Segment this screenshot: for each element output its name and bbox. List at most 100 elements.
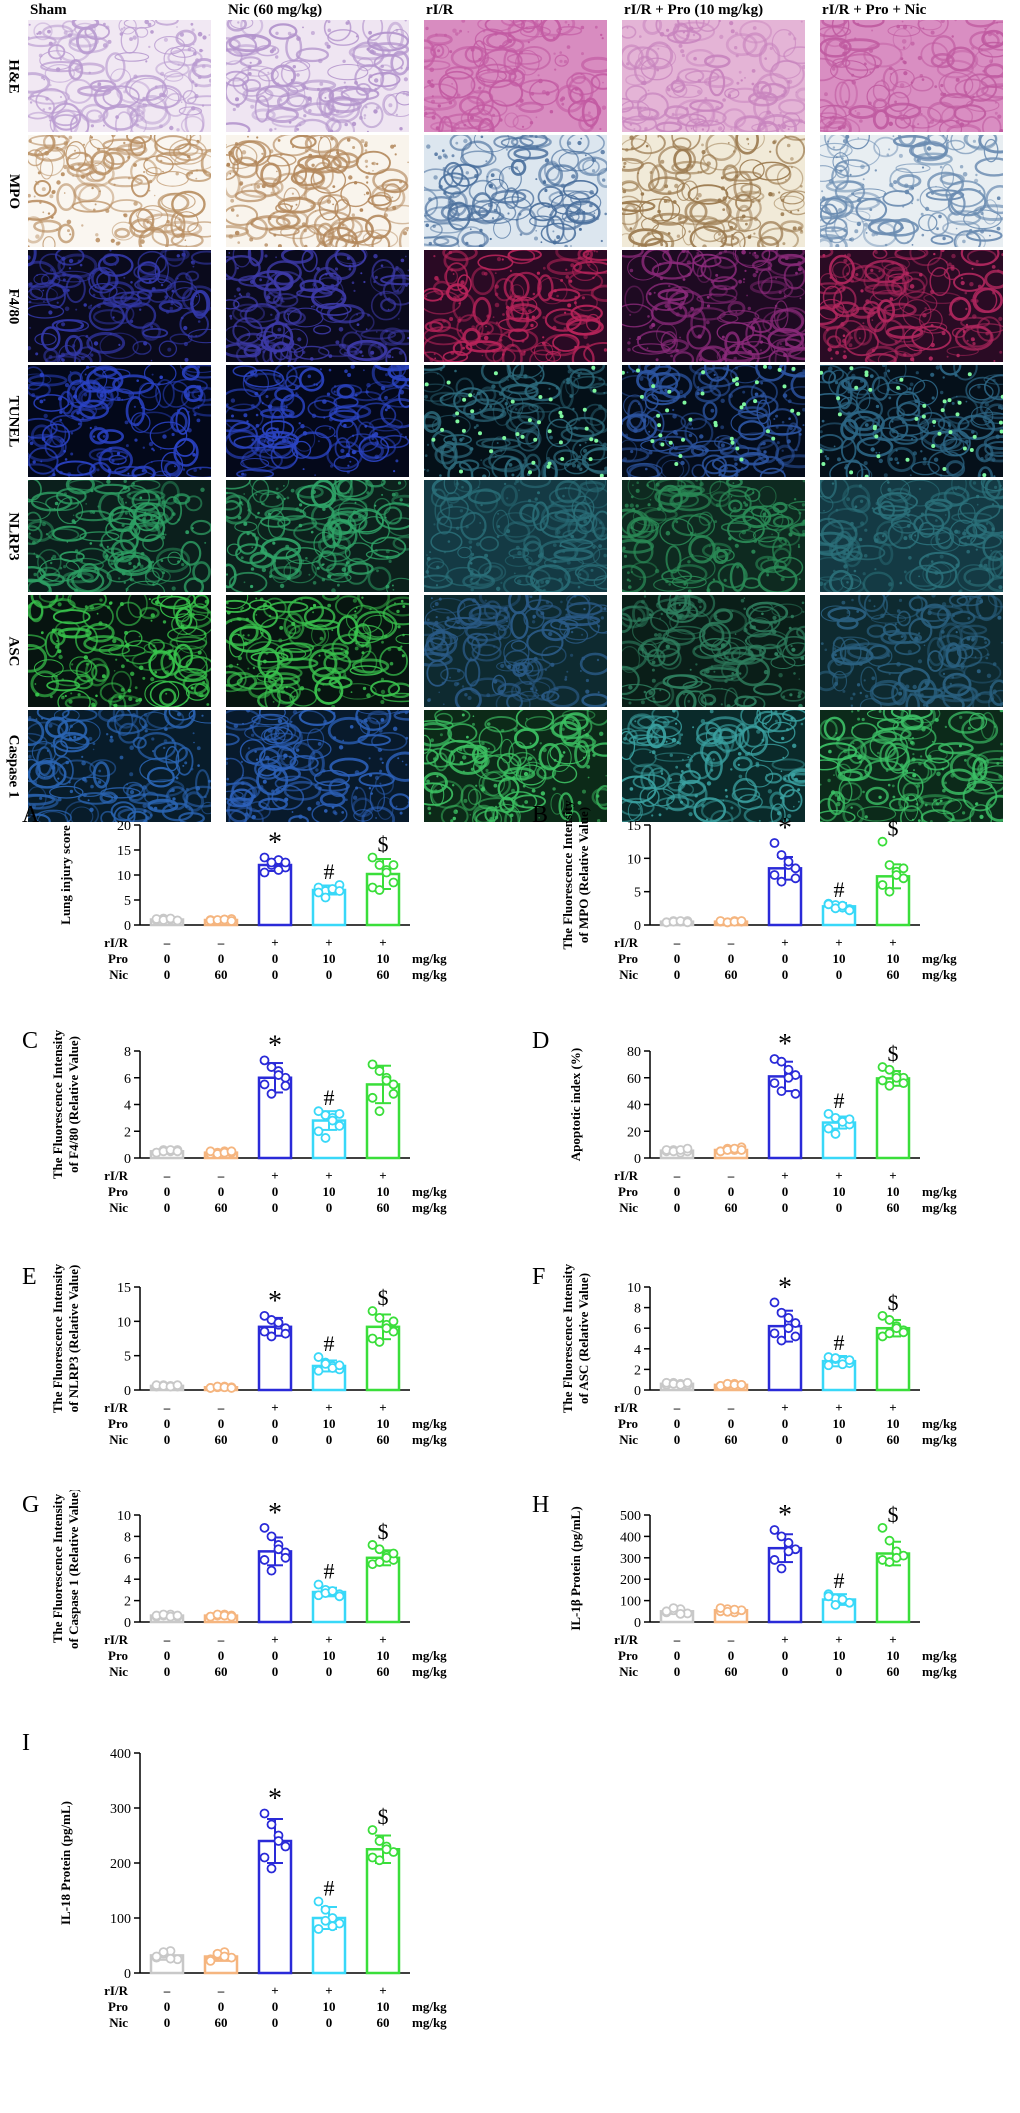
data-point: [226, 916, 237, 926]
condition-value: 0: [782, 1432, 789, 1447]
significance-marker: *: [778, 1500, 792, 1531]
condition-value: –: [163, 1632, 171, 1647]
condition-value: 10: [833, 1184, 846, 1199]
condition-value: 0: [836, 967, 843, 982]
y-tick-label: 100: [620, 1595, 641, 1610]
condition-value: –: [673, 1632, 681, 1647]
condition-unit: mg/kg: [412, 1184, 447, 1199]
data-point: [320, 1133, 331, 1143]
data-point: [675, 1608, 686, 1619]
data-point: [877, 1522, 888, 1533]
condition-unit: mg/kg: [922, 951, 957, 966]
condition-value: 0: [674, 1184, 681, 1199]
condition-value: 0: [272, 967, 279, 982]
micrograph-panel: [28, 365, 211, 477]
condition-value: 0: [674, 1648, 681, 1663]
condition-value: 0: [782, 1184, 789, 1199]
data-point: [783, 1313, 794, 1323]
bar-chart: F 0 2 4 6 8 10 The Fluorescence Intensity of ASC…: [532, 1263, 957, 1447]
significance-marker: $: [888, 1502, 899, 1527]
data-point: [313, 1579, 324, 1590]
condition-value: 0: [782, 1648, 789, 1663]
condition-value: 60: [377, 967, 390, 982]
data-point: [790, 1088, 801, 1099]
data-point: [388, 1316, 399, 1327]
data-point: [769, 838, 780, 848]
y-tick-label: 5: [124, 1350, 131, 1365]
condition-value: +: [379, 935, 386, 950]
data-point: [334, 1360, 345, 1371]
condition-value: 0: [272, 1184, 279, 1199]
data-point: [280, 1080, 291, 1091]
data-point: [334, 1108, 345, 1119]
condition-value: 0: [326, 1432, 333, 1447]
condition-label: Pro: [108, 1648, 128, 1663]
condition-value: 0: [272, 1664, 279, 1679]
micrograph-panel: [622, 135, 805, 247]
condition-value: –: [217, 1983, 225, 1998]
y-tick-label: 400: [110, 1747, 131, 1762]
data-point: [280, 857, 291, 868]
data-point: [219, 1951, 230, 1962]
data-point: [226, 1611, 237, 1622]
data-point: [259, 1522, 270, 1533]
condition-value: +: [271, 1168, 278, 1183]
condition-value: 60: [725, 967, 738, 982]
data-point: [374, 1855, 385, 1866]
data-point: [165, 1953, 176, 1964]
significance-marker: #: [834, 1568, 845, 1593]
data-point: [158, 1947, 169, 1958]
column-header: Sham: [30, 2, 67, 18]
micrograph-panel: [226, 135, 409, 247]
condition-label: rI/R: [614, 935, 638, 950]
data-point: [776, 876, 787, 887]
condition-label: rI/R: [104, 1400, 128, 1415]
condition-value: +: [325, 1400, 332, 1415]
data-point: [266, 857, 277, 868]
data-point: [823, 1360, 834, 1371]
condition-unit: mg/kg: [412, 967, 447, 982]
data-point: [367, 1306, 378, 1316]
condition-value: 10: [887, 1416, 900, 1431]
row-header: F4/80: [5, 288, 22, 324]
condition-value: 60: [887, 1432, 900, 1447]
condition-label: Nic: [109, 1664, 128, 1679]
data-point: [266, 1331, 277, 1342]
y-tick-label: 400: [620, 1530, 641, 1545]
y-tick-label: 10: [627, 852, 641, 867]
data-point: [374, 1337, 385, 1347]
condition-value: +: [889, 1168, 896, 1183]
y-tick-label: 15: [627, 819, 641, 834]
condition-value: –: [217, 1168, 225, 1183]
condition-value: –: [727, 1168, 735, 1183]
data-point: [682, 1377, 693, 1388]
condition-unit: mg/kg: [412, 1999, 447, 2014]
y-tick-label: 6: [124, 1072, 131, 1087]
data-point: [769, 870, 780, 880]
condition-value: 0: [218, 1184, 225, 1199]
y-tick-label: 6: [124, 1552, 131, 1567]
data-point: [790, 1318, 801, 1328]
micrograph-panel: [28, 250, 211, 362]
data-point: [783, 1064, 794, 1075]
y-tick-label: 200: [110, 1857, 131, 1872]
condition-value: +: [835, 1400, 842, 1415]
significance-marker: $: [378, 1804, 389, 1829]
data-point: [884, 860, 895, 870]
condition-unit: mg/kg: [922, 1200, 957, 1215]
condition-value: –: [727, 935, 735, 950]
y-tick-label: 20: [117, 819, 131, 834]
panel-letter: D: [532, 1028, 549, 1054]
condition-value: 60: [377, 2015, 390, 2030]
condition-value: +: [325, 935, 332, 950]
condition-label: Nic: [109, 1200, 128, 1215]
condition-label: Pro: [618, 951, 638, 966]
condition-value: 10: [377, 1648, 390, 1663]
significance-marker: *: [268, 1784, 282, 1815]
y-axis-label: The Fluorescence Intensity: [560, 800, 575, 950]
y-tick-label: 8: [634, 1302, 641, 1317]
data-point: [313, 1896, 324, 1907]
condition-value: 0: [326, 1200, 333, 1215]
significance-marker: #: [324, 1559, 335, 1584]
